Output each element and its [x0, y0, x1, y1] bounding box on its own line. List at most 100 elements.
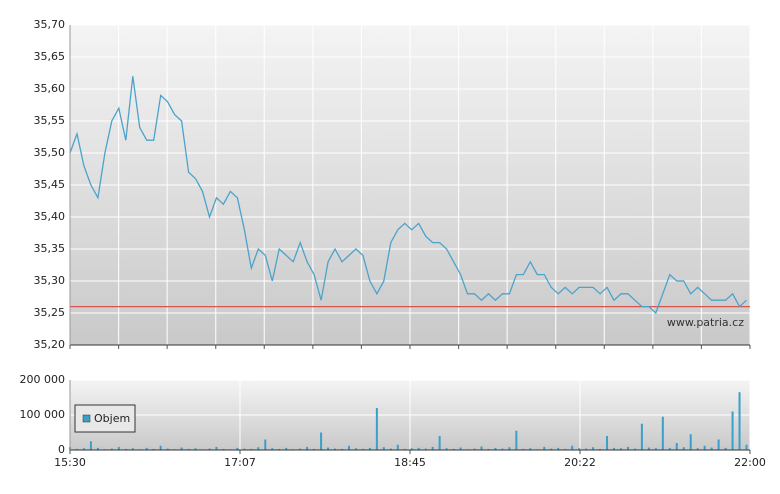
- volume-bar: [124, 448, 127, 450]
- volume-bar: [647, 447, 650, 450]
- volume-bar: [271, 448, 274, 450]
- volume-bar: [264, 439, 267, 450]
- volume-bar: [564, 448, 567, 450]
- volume-bar: [306, 446, 309, 450]
- volume-bar: [592, 447, 595, 450]
- volume-bar: [480, 446, 483, 450]
- volume-bar: [550, 448, 553, 450]
- y-tick-label: 35,65: [34, 50, 66, 63]
- volume-bar: [110, 448, 113, 450]
- volume-bar: [724, 447, 727, 450]
- volume-bar: [738, 392, 741, 450]
- volume-bar: [487, 448, 490, 450]
- volume-bar: [640, 423, 643, 450]
- volume-bar: [96, 447, 99, 450]
- volume-bar: [180, 447, 183, 450]
- volume-bar: [215, 446, 218, 450]
- volume-bar: [382, 447, 385, 450]
- volume-bar: [243, 448, 246, 450]
- y-tick-label: 35,55: [34, 114, 66, 127]
- y-tick-label: 100 000: [20, 408, 66, 421]
- price-chart: 35,20 35,25 35,30 35,35 35,40 35,45 35,50 35,55…: [34, 18, 751, 351]
- volume-bar: [689, 434, 692, 450]
- volume-bar: [152, 448, 155, 450]
- volume-bar: [320, 432, 323, 450]
- watermark: www.patria.cz: [667, 316, 744, 329]
- volume-bar: [571, 445, 574, 450]
- y-tick-label: 35,30: [34, 274, 66, 287]
- volume-bar: [368, 447, 371, 450]
- volume-bar: [375, 408, 378, 450]
- volume-bar: [313, 448, 316, 450]
- volume-bar: [633, 448, 636, 450]
- volume-bar: [501, 448, 504, 450]
- y-tick-label: 35,50: [34, 146, 66, 159]
- volume-bar: [327, 447, 330, 450]
- volume-bar: [473, 448, 476, 450]
- volume-bar: [424, 448, 427, 450]
- volume-bar: [557, 447, 560, 450]
- volume-bar: [661, 416, 664, 450]
- volume-bar: [257, 447, 260, 450]
- volume-bar: [222, 448, 225, 450]
- volume-bar: [619, 448, 622, 450]
- volume-bar: [745, 444, 748, 450]
- volume-bar: [89, 441, 92, 450]
- volume-bar: [508, 447, 511, 450]
- volume-bar: [529, 448, 532, 450]
- volume-bar: [459, 447, 462, 450]
- volume-bar: [389, 448, 392, 450]
- volume-bar: [682, 447, 685, 450]
- x-tick-label: 15:30: [54, 456, 86, 469]
- volume-bar: [494, 447, 497, 450]
- y-tick-label: 35,25: [34, 306, 66, 319]
- volume-bar: [396, 444, 399, 450]
- x-tick-label: 17:07: [224, 456, 256, 469]
- volume-bar: [187, 448, 190, 450]
- y-tick-label: 35,35: [34, 242, 66, 255]
- volume-bar: [131, 448, 134, 450]
- volume-bar: [361, 448, 364, 450]
- volume-bar: [278, 448, 281, 450]
- x-tick-label: 22:00: [734, 456, 766, 469]
- volume-bar: [731, 411, 734, 450]
- volume-bar: [117, 446, 120, 450]
- volume-bar: [285, 447, 288, 450]
- volume-bar: [515, 430, 518, 450]
- price-line: [69, 76, 747, 315]
- y-tick-label: 35,20: [34, 338, 66, 351]
- volume-bar: [613, 447, 615, 450]
- y-tick-label: 35,60: [34, 82, 66, 95]
- volume-bar: [578, 448, 581, 450]
- volume-bar: [585, 448, 588, 450]
- volume-bar: [431, 446, 434, 450]
- volume-bar: [75, 448, 78, 450]
- y-tick-label: 35,70: [34, 18, 66, 31]
- y-tick-label: 0: [58, 443, 65, 456]
- volume-bar: [417, 447, 420, 450]
- volume-bar: [145, 447, 148, 450]
- volume-bar: [445, 448, 448, 450]
- legend-label: Objem: [94, 412, 130, 425]
- x-tick-label: 18:45: [394, 456, 426, 469]
- volume-bar: [703, 445, 706, 450]
- volume-bar: [606, 436, 609, 450]
- volume-bar: [654, 448, 657, 450]
- x-tick-label: 20:22: [564, 456, 596, 469]
- volume-bar: [194, 448, 197, 450]
- volume-bar: [668, 447, 671, 450]
- volume-bar: [626, 446, 629, 450]
- volume-bar: [696, 448, 699, 450]
- volume-bar: [354, 448, 357, 450]
- volume-bar: [452, 448, 455, 450]
- volume-bar: [299, 448, 302, 450]
- y-tick-label: 35,45: [34, 178, 66, 191]
- volume-bar: [543, 446, 546, 450]
- volume-bar: [82, 448, 85, 450]
- volume-chart: 0 100 000 200 000 15:30 17:07 18:45 20:22 22:00…: [20, 373, 766, 469]
- legend-swatch: [82, 414, 91, 423]
- volume-bar: [166, 448, 169, 450]
- y-tick-label: 35,40: [34, 210, 66, 223]
- volume-bar: [250, 448, 253, 450]
